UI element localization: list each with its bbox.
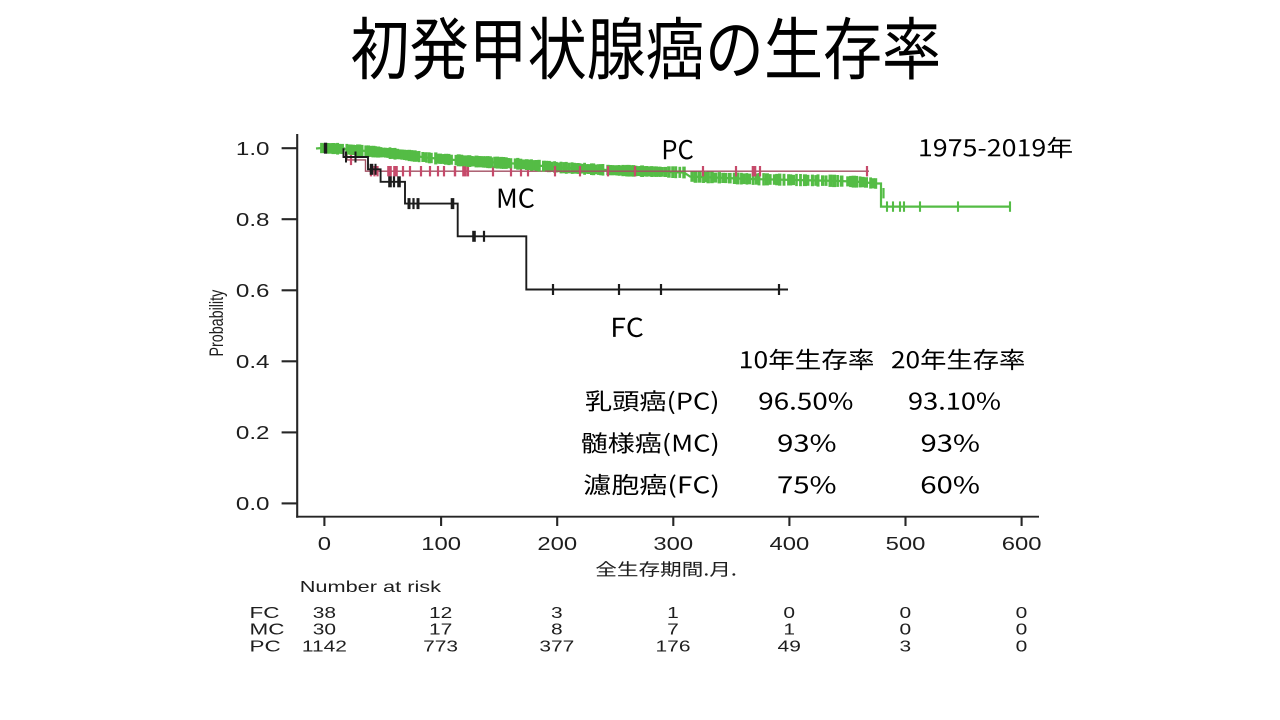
svg-text:3: 3	[899, 637, 911, 655]
svg-text:1: 1	[783, 620, 795, 638]
svg-text:0: 0	[899, 603, 911, 621]
svg-text:0: 0	[899, 620, 911, 638]
svg-text:1: 1	[667, 603, 679, 621]
svg-text:0.8: 0.8	[236, 209, 270, 231]
svg-text:0: 0	[1016, 603, 1028, 621]
svg-text:Probability: Probability	[206, 289, 227, 356]
svg-text:7: 7	[667, 620, 679, 638]
svg-text:500: 500	[886, 535, 926, 555]
svg-text:773: 773	[423, 637, 458, 655]
svg-text:MC: MC	[250, 621, 285, 638]
svg-text:8: 8	[551, 620, 563, 638]
svg-text:17: 17	[429, 620, 452, 638]
svg-text:49: 49	[778, 637, 801, 655]
svg-text:0.6: 0.6	[236, 280, 270, 302]
svg-text:600: 600	[1002, 535, 1042, 555]
svg-text:1.0: 1.0	[236, 138, 270, 160]
svg-text:38: 38	[313, 603, 336, 621]
svg-text:200: 200	[537, 535, 577, 555]
svg-text:176: 176	[656, 637, 691, 655]
svg-text:400: 400	[770, 535, 810, 555]
svg-text:0.0: 0.0	[236, 493, 270, 515]
svg-text:PC: PC	[250, 638, 281, 655]
svg-text:0: 0	[318, 535, 331, 555]
svg-text:300: 300	[653, 535, 693, 555]
svg-text:1142: 1142	[302, 637, 347, 655]
svg-text:0.4: 0.4	[236, 351, 270, 373]
svg-text:12: 12	[429, 603, 452, 621]
svg-text:0.2: 0.2	[236, 422, 270, 444]
svg-text:0: 0	[1016, 637, 1028, 655]
svg-text:377: 377	[539, 637, 574, 655]
svg-text:FC: FC	[250, 605, 280, 622]
svg-text:100: 100	[421, 535, 461, 555]
svg-text:Number at risk: Number at risk	[300, 579, 442, 597]
svg-text:30: 30	[313, 620, 336, 638]
svg-text:0: 0	[1016, 620, 1028, 638]
svg-text:0: 0	[783, 603, 795, 621]
svg-text:3: 3	[551, 603, 563, 621]
